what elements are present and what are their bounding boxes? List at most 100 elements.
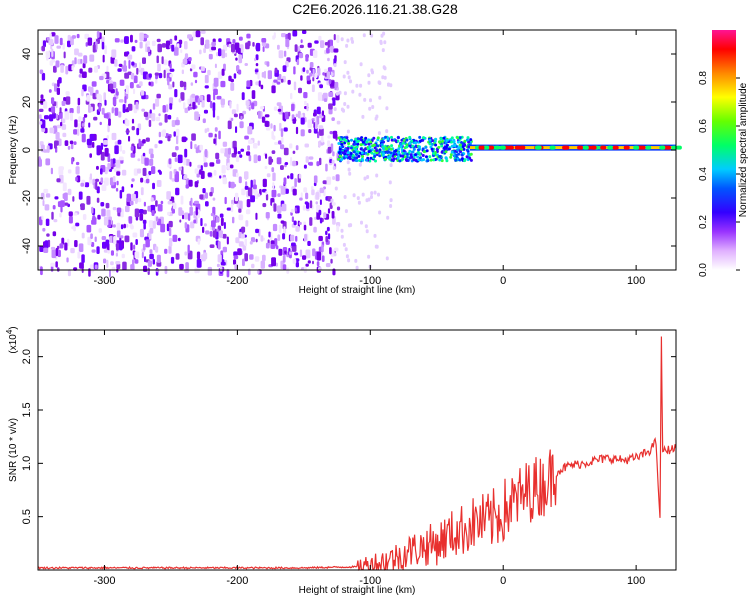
- spectrogram-cell: [282, 255, 286, 263]
- spectrogram-cell: [142, 243, 146, 251]
- spectrogram-cell: [133, 88, 136, 95]
- spectrogram-cell: [101, 41, 105, 50]
- spectrogram-cell: [114, 107, 119, 116]
- spectrogram-cell: [167, 200, 173, 205]
- spectrogram-cell: [340, 228, 344, 233]
- spectrogram-cell: [326, 70, 330, 80]
- spectrogram-cell: [222, 233, 227, 239]
- spectrogram-cell: [154, 72, 160, 76]
- spectrogram-cell: [67, 269, 71, 277]
- spectrogram-cell: [308, 129, 312, 134]
- spectrogram-cell: [155, 74, 158, 80]
- spectrogram-cell: [82, 214, 87, 220]
- spectrogram-cell: [88, 67, 93, 73]
- spectrogram-cell: [110, 261, 114, 266]
- spectrogram-cell: [318, 128, 324, 136]
- spectrogram-cell: [465, 148, 469, 152]
- spectrogram-cell: [223, 222, 226, 229]
- spectrogram-cell: [116, 171, 121, 176]
- spectrogram-cell: [50, 262, 55, 267]
- spectrogram-cell: [364, 224, 368, 229]
- spectrogram-cell: [54, 83, 58, 92]
- spectrogram-cell: [209, 191, 213, 197]
- spectrogram-cell: [210, 100, 213, 109]
- spectrogram-cell: [119, 145, 123, 152]
- spectrogram-cell: [54, 140, 59, 146]
- spectrogram-cell: [200, 218, 203, 227]
- spectrogram-cell: [360, 220, 363, 225]
- spectrogram-cell: [262, 254, 266, 262]
- spectrogram-cell: [126, 224, 129, 228]
- y-tick-label: 0: [21, 147, 33, 153]
- spectrogram-cell: [187, 106, 193, 110]
- spectrogram-cell: [175, 119, 180, 126]
- spectrogram-cell: [193, 212, 196, 219]
- spectrogram-cell: [434, 143, 438, 147]
- spectrogram-cell: [92, 141, 95, 148]
- spectrogram-cell: [169, 38, 173, 45]
- spectrogram-cell: [324, 42, 329, 46]
- spectrogram-cell: [347, 142, 351, 146]
- spectrogram-cell: [191, 64, 196, 70]
- spectrogram-cell: [140, 177, 144, 183]
- spectrogram-cell: [398, 159, 402, 163]
- spectrogram-cell: [251, 263, 255, 269]
- spectrogram-cell: [67, 40, 71, 48]
- spectrogram-cell: [115, 159, 121, 168]
- spectrogram-cell: [325, 230, 328, 236]
- spectrogram-cell: [403, 152, 407, 155]
- spectrogram-cell: [75, 176, 78, 182]
- spectrogram-cell: [340, 142, 344, 146]
- spectrogram-cell: [245, 220, 249, 227]
- spectrogram-cell: [143, 201, 146, 207]
- snr-frame: [37, 329, 677, 571]
- spectrogram-cell: [132, 259, 135, 267]
- spectrogram-cell: [80, 203, 85, 211]
- spectrogram-cell: [394, 149, 398, 153]
- spectrogram-cell: [465, 138, 469, 142]
- spectrogram-cell: [40, 266, 43, 276]
- spectrogram-cell: [46, 233, 50, 237]
- spectrogram-cell: [122, 261, 127, 271]
- spectrogram-cell: [340, 234, 344, 239]
- snr-panel: -300 -200 -100 0 100 0.5 1.0 1.5 2.0 Height of …: [5, 326, 677, 596]
- spectrogram-cell: [115, 261, 121, 265]
- spectrogram-cell: [389, 147, 393, 151]
- spectrogram-cell: [78, 243, 84, 252]
- spectrogram-cell: [171, 120, 176, 127]
- spectrogram-cell: [115, 252, 118, 257]
- spectrogram-cell: [139, 32, 144, 41]
- spectrogram-cell: [194, 168, 199, 174]
- spectrogram-cell: [156, 180, 162, 187]
- spectrogram-cell: [100, 36, 105, 43]
- spectrogram-cell: [71, 226, 76, 230]
- spectrogram-cell: [468, 156, 472, 160]
- spectrogram-cell: [328, 108, 333, 115]
- spectrogram-cell: [85, 42, 88, 47]
- spectrogram-cell: [432, 158, 436, 162]
- spectrogram-cell: [42, 40, 46, 48]
- spectrogram-cell: [213, 138, 216, 144]
- spectrogram-cell: [148, 53, 151, 57]
- spectrogram-cell: [221, 165, 226, 174]
- spectrogram-cell: [244, 253, 248, 262]
- spectrogram-cell: [309, 217, 313, 226]
- spectrogram-cell: [126, 193, 131, 203]
- spectrogram-cell: [293, 81, 297, 91]
- spectrogram-cell: [247, 145, 250, 151]
- spectrogram-cell: [318, 35, 322, 42]
- spectrogram-cell: [84, 182, 90, 188]
- spectrogram-cell: [134, 39, 138, 43]
- spectrogram-cell: [364, 158, 368, 162]
- spectrogram-cell: [62, 43, 65, 50]
- spectrogram-cell: [282, 233, 286, 240]
- x-tick-label: -300: [93, 275, 115, 287]
- spectrogram-cell: [341, 151, 345, 155]
- spectrogram-cell: [39, 69, 44, 74]
- spectrogram-cell: [100, 142, 103, 150]
- spectrogram-cell: [221, 261, 226, 266]
- spectrogram-cell: [316, 106, 321, 115]
- x-tick-label: -200: [226, 575, 248, 587]
- spectrogram-cell: [289, 251, 292, 255]
- spectrogram-cell: [404, 158, 408, 162]
